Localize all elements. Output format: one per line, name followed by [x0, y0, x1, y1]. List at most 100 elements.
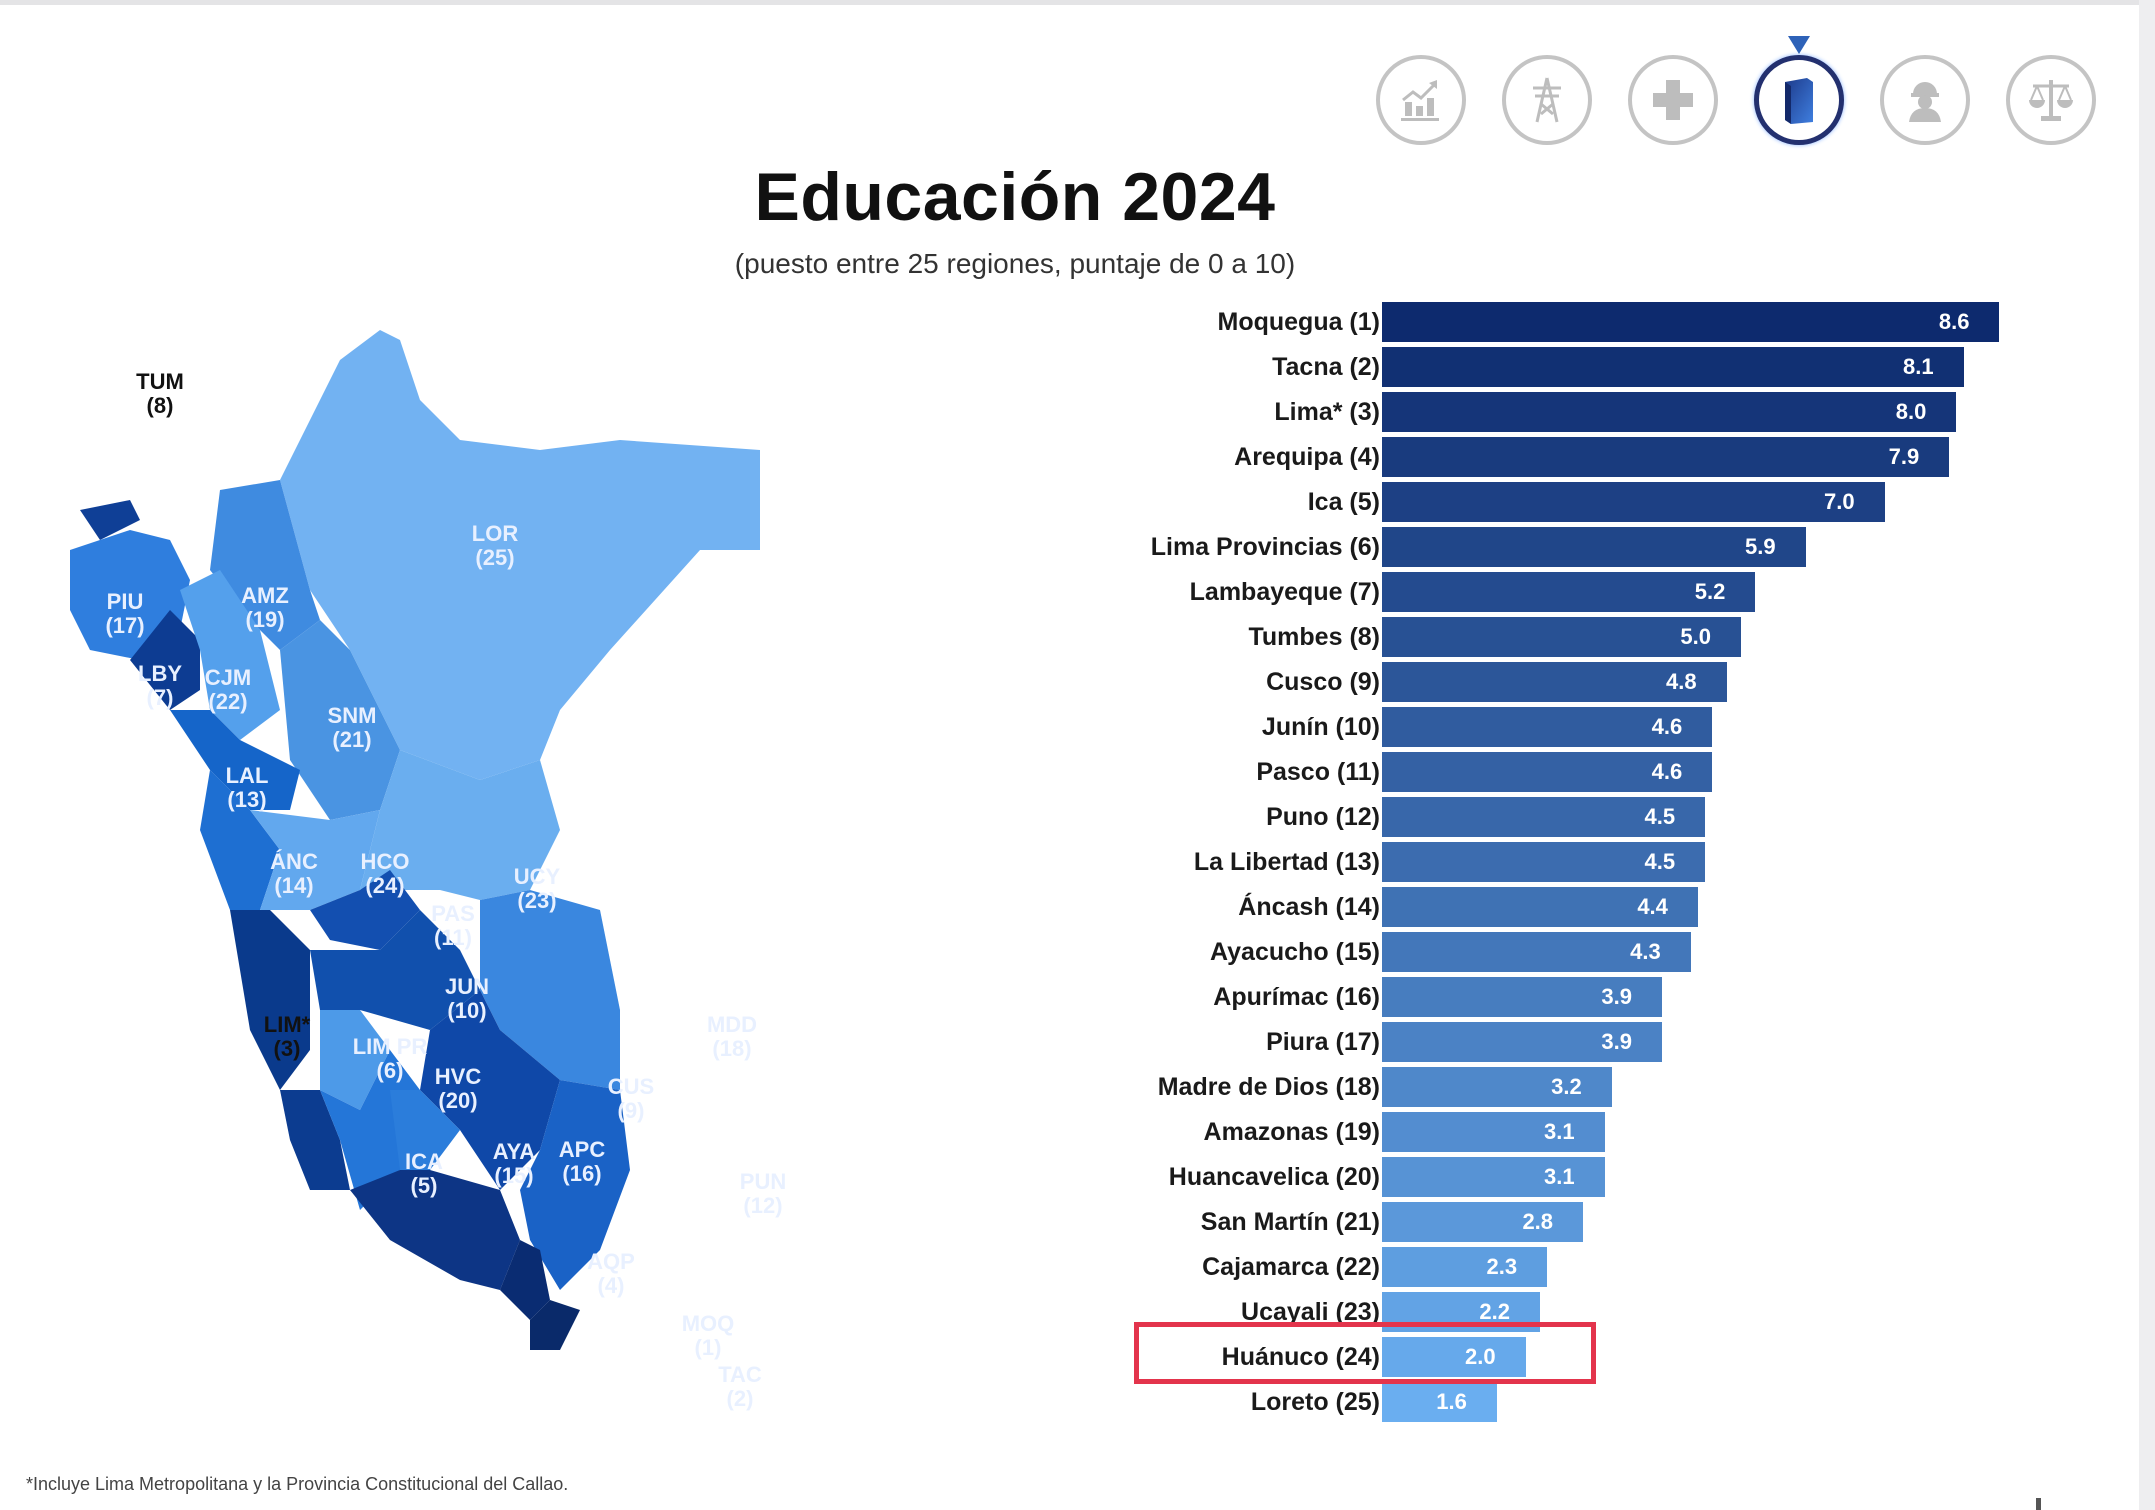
- bar: 2.3: [1382, 1247, 1548, 1287]
- map-label-mdd: MDD (18): [706, 1012, 758, 1061]
- map-label-piu: PIU (17): [105, 589, 145, 638]
- bar-row: Áncash (14) 4.4: [1000, 887, 2100, 927]
- bar: 4.6: [1382, 752, 1713, 792]
- bar: 3.9: [1382, 1022, 1663, 1062]
- map-label-pas: PAS (11): [431, 901, 475, 950]
- bar: 3.1: [1382, 1157, 1605, 1197]
- map-label-aqp: AQP (4): [587, 1249, 635, 1298]
- scrollbar-track[interactable]: [2139, 0, 2155, 1510]
- infrastructure-tower-icon[interactable]: [1502, 55, 1592, 145]
- labor-worker-icon[interactable]: [1880, 55, 1970, 145]
- bar-value-label: 2.2: [1479, 1299, 1510, 1324]
- bar-category-label: Madre de Dios (18): [1157, 1073, 1380, 1101]
- bar: 4.8: [1382, 662, 1727, 702]
- bar-category-label: Pasco (11): [1256, 758, 1380, 786]
- bar-value-label: 4.6: [1651, 759, 1683, 784]
- bar: 1.6: [1382, 1382, 1497, 1422]
- institutions-scale-icon[interactable]: [2006, 55, 2096, 145]
- bar-category-label: Amazonas (19): [1203, 1118, 1380, 1146]
- map-label-aya: AYA (15): [492, 1139, 536, 1188]
- bar-category-label: Huánuco (24): [1221, 1343, 1380, 1371]
- bar-value-label: 4.8: [1666, 669, 1697, 694]
- map-label-lor: LOR (25): [471, 521, 519, 570]
- bar-row: Huancavelica (20) 3.1: [1000, 1157, 2100, 1197]
- map-label-apc: APC (16): [558, 1137, 606, 1186]
- map-label-lby: LBY (7): [138, 661, 182, 710]
- bar-category-label: Apurímac (16): [1213, 983, 1380, 1011]
- bar-value-label: 3.1: [1543, 1119, 1575, 1144]
- bar: 5.0: [1382, 617, 1741, 657]
- bar-category-label: La Libertad (13): [1193, 848, 1380, 876]
- map-label-lim: LIM* (3): [263, 1012, 311, 1061]
- bar: 4.6: [1382, 707, 1713, 747]
- bar-value-label: 8.0: [1895, 399, 1927, 424]
- map-label-anc: ÁNC (14): [270, 849, 318, 898]
- bar-row: Ayacucho (15) 4.3: [1000, 932, 2100, 972]
- bar-row: Cajamarca (22) 2.3: [1000, 1247, 2100, 1287]
- map-label-pun: PUN (12): [739, 1169, 787, 1218]
- bar-category-label: Lambayeque (7): [1189, 578, 1380, 606]
- bar-row: Madre de Dios (18) 3.2: [1000, 1067, 2100, 1107]
- highlight-box-huanuco: [1134, 1322, 1596, 1384]
- bar: 5.9: [1382, 527, 1806, 567]
- page-title: Educación 2024: [754, 159, 1276, 235]
- bar-category-label: Lima Provincias (6): [1150, 533, 1380, 561]
- bar-value-label: 1.6: [1436, 1389, 1467, 1414]
- corner-mark: [2036, 1498, 2041, 1510]
- bar-category-label: Moquegua (1): [1217, 308, 1381, 336]
- map-label-tac: TAC (2): [718, 1362, 762, 1411]
- education-book-icon[interactable]: [1754, 36, 1844, 145]
- bar-value-label: 4.3: [1630, 939, 1661, 964]
- bar-category-label: Arequipa (4): [1234, 443, 1380, 471]
- bar-value-label: 2.3: [1486, 1254, 1518, 1279]
- top-divider: [0, 0, 2140, 5]
- map-label-snm: SNM (21): [327, 703, 377, 752]
- bar-row: Puno (12) 4.5: [1000, 797, 2100, 837]
- map-label-ica: ICA (5): [405, 1149, 443, 1198]
- bar-row: San Martín (21) 2.8: [1000, 1202, 2100, 1242]
- bar-row: Lima Provincias (6) 5.9: [1000, 527, 2100, 567]
- bar-value-label: 8.1: [1902, 354, 1934, 379]
- map-label-cus: CUS (9): [607, 1074, 655, 1123]
- map-label-amz: AMZ (19): [241, 583, 289, 632]
- bar: 3.9: [1382, 977, 1663, 1017]
- bar-row: Ica (5) 7.0: [1000, 482, 2100, 522]
- bar: 2.0: [1382, 1337, 1526, 1377]
- bar-category-label: Huancavelica (20): [1168, 1163, 1380, 1191]
- bar-value-label: 3.2: [1551, 1074, 1582, 1099]
- map-label-hvc: HVC (20): [434, 1064, 482, 1113]
- map-label-moq: MOQ (1): [681, 1311, 735, 1360]
- bar-category-label: Junín (10): [1261, 713, 1380, 741]
- bar-value-label: 5.9: [1745, 534, 1776, 559]
- bar-category-label: Tumbes (8): [1248, 623, 1381, 651]
- map-shape: [70, 330, 760, 1350]
- bar: 7.9: [1382, 437, 1950, 477]
- economy-chart-icon[interactable]: [1376, 55, 1466, 145]
- bar-category-label: San Martín (21): [1200, 1208, 1380, 1236]
- bar-row: Tacna (2) 8.1: [1000, 347, 2100, 387]
- bar: 8.6: [1382, 302, 2000, 342]
- bar: 4.5: [1382, 797, 1706, 837]
- bar: 3.1: [1382, 1112, 1605, 1152]
- bar-value-label: 5.2: [1694, 579, 1726, 604]
- bar-category-label: Ayacucho (15): [1210, 938, 1380, 966]
- bar-row: Cusco (9) 4.8: [1000, 662, 2100, 702]
- bar-value-label: 4.6: [1651, 714, 1683, 739]
- bar: 5.2: [1382, 572, 1756, 612]
- bar-row: Amazonas (19) 3.1: [1000, 1112, 2100, 1152]
- map-label-ucy: UCY (23): [513, 864, 561, 913]
- peru-region-map: TUM (8) PIU (17) LBY (7) CJM (22) AMZ (19) LO…: [60, 290, 860, 1440]
- bar-row: La Libertad (13) 4.5: [1000, 842, 2100, 882]
- bar-value-label: 5.0: [1680, 624, 1711, 649]
- bar: 4.5: [1382, 842, 1706, 882]
- bar: 4.3: [1382, 932, 1691, 972]
- health-cross-icon[interactable]: [1628, 55, 1718, 145]
- active-indicator-icon: [1788, 36, 1810, 54]
- bar-row: Lima* (3) 8.0: [1000, 392, 2100, 432]
- map-label-tum: TUM (8): [136, 369, 184, 418]
- bar-category-label: Cajamarca (22): [1202, 1253, 1380, 1281]
- bar-row: Loreto (25) 1.6: [1000, 1382, 2100, 1422]
- bar-value-label: 4.5: [1644, 849, 1676, 874]
- bar-value-label: 4.4: [1637, 894, 1668, 919]
- page-subtitle: (puesto entre 25 regiones, puntaje de 0 …: [734, 248, 1296, 279]
